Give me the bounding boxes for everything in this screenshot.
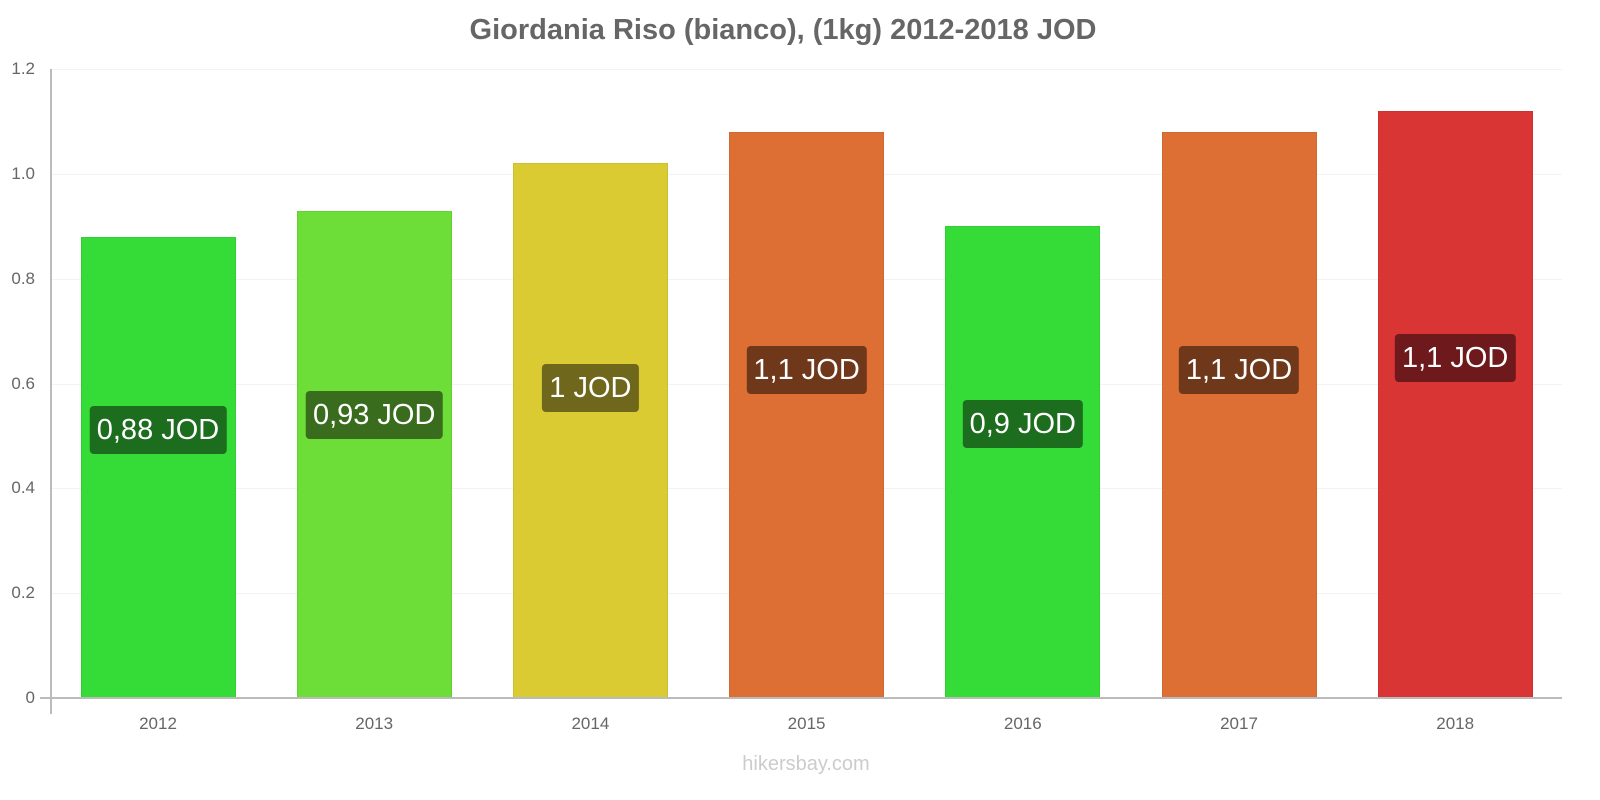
y-tick-label: 1.0 xyxy=(11,163,35,183)
bar-2018 xyxy=(1377,110,1533,698)
x-tick-label: 2013 xyxy=(355,714,394,733)
y-tick-label: 0.6 xyxy=(11,373,35,393)
bar-2012 xyxy=(80,236,236,698)
data-label-2017: 1,1 JOD xyxy=(1178,345,1300,394)
gridline xyxy=(51,69,1562,70)
bar-2016 xyxy=(945,226,1101,698)
y-axis xyxy=(50,69,52,714)
data-label-2014: 1 JOD xyxy=(542,363,639,412)
bar-2013 xyxy=(296,210,452,698)
data-label-2015: 1,1 JOD xyxy=(746,345,867,394)
data-label-2018: 1,1 JOD xyxy=(1395,333,1516,382)
y-tick-label: 1.2 xyxy=(11,59,35,78)
x-tick-label: 2014 xyxy=(571,714,610,733)
bar-2015 xyxy=(729,131,885,698)
y-tick-label: 0.2 xyxy=(11,583,35,603)
x-tick-label: 2018 xyxy=(1436,714,1475,733)
x-tick-label: 2015 xyxy=(787,714,826,733)
y-tick-label: 0 xyxy=(25,688,35,707)
bar-2017 xyxy=(1161,131,1317,698)
y-tick-label: 0.8 xyxy=(11,268,35,288)
bar-2014 xyxy=(512,163,668,698)
x-tick-label: 2012 xyxy=(139,714,177,733)
chart-title: Giordania Riso (bianco), (1kg) 2012-2018… xyxy=(469,14,1097,46)
data-label-2013: 0,93 JOD xyxy=(305,391,443,440)
x-tick-label: 2017 xyxy=(1220,714,1258,733)
x-tick-label: 2016 xyxy=(1003,714,1042,733)
watermark: hikersbay.com xyxy=(742,753,870,775)
data-label-2016: 0,9 JOD xyxy=(962,400,1083,449)
data-label-2012: 0,88 JOD xyxy=(89,406,227,455)
x-axis xyxy=(40,697,1562,699)
y-tick-label: 0.4 xyxy=(11,478,35,498)
